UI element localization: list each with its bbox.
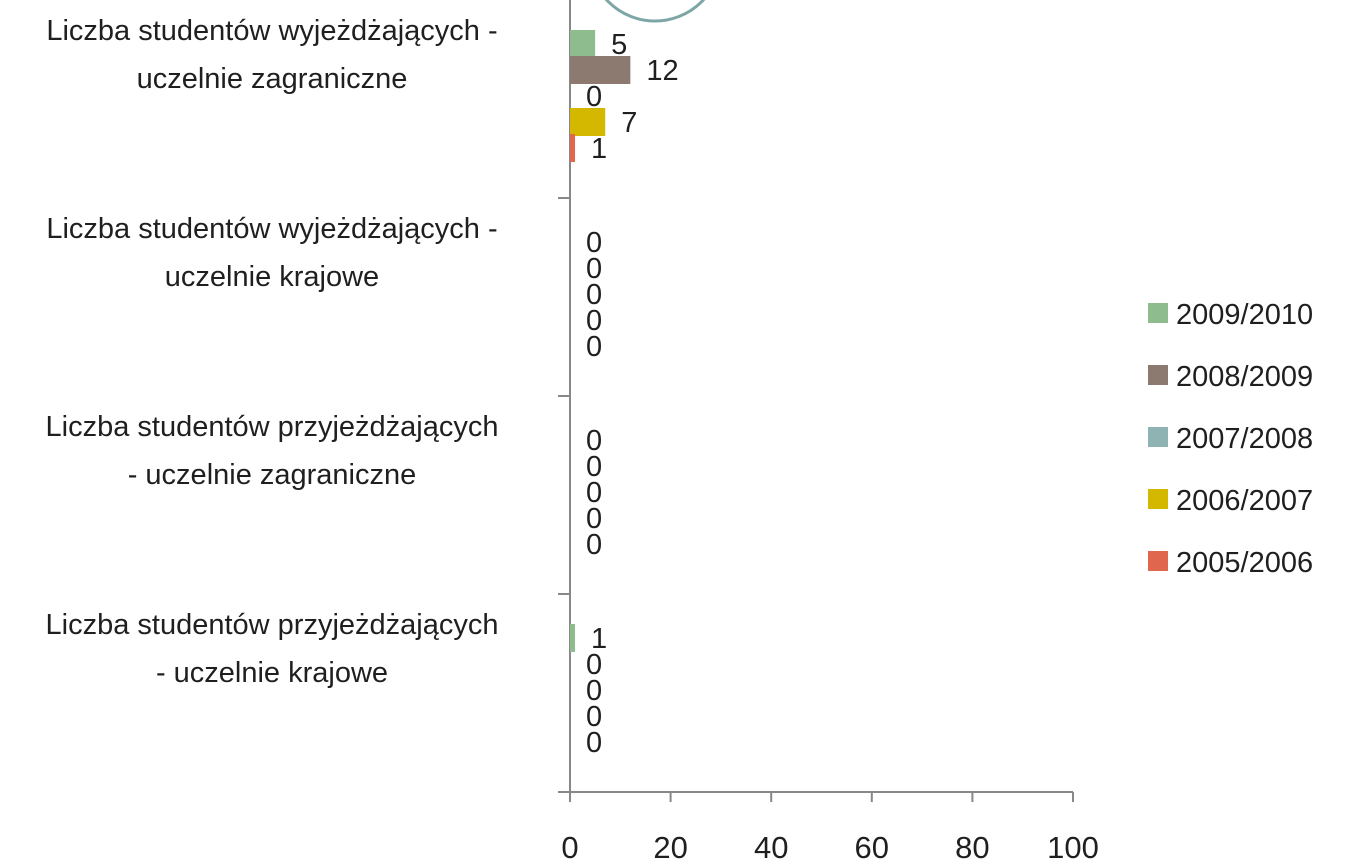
legend: 2009/2010 2008/2009 2007/2008 2006/2007 2005…	[1148, 299, 1313, 579]
data-label: 0	[586, 675, 602, 707]
decorative-circle	[604, 0, 706, 23]
data-label: 0	[586, 81, 602, 113]
bar	[570, 624, 576, 652]
bars	[570, 30, 631, 652]
category-label: uczelnie krajowe	[165, 261, 379, 293]
x-tick-labels: 0 20 40 60 80 100	[561, 830, 1098, 862]
data-label: 0	[586, 305, 602, 337]
data-label: 0	[586, 279, 602, 311]
category-label: Liczba studentów przyjeżdżających	[46, 609, 499, 641]
x-tick-label: 0	[561, 830, 578, 862]
data-label: 0	[586, 477, 602, 509]
legend-swatch	[1148, 489, 1168, 509]
bar	[570, 134, 576, 162]
legend-swatch	[1148, 427, 1168, 447]
data-label: 5	[611, 29, 627, 61]
legend-label: 2007/2008	[1176, 423, 1313, 455]
data-label: 0	[586, 649, 602, 681]
legend-label: 2006/2007	[1176, 485, 1313, 517]
data-label: 0	[586, 253, 602, 285]
legend-swatch	[1148, 551, 1168, 571]
bar	[570, 56, 631, 84]
x-tick-label: 20	[653, 830, 687, 862]
data-label: 0	[586, 701, 602, 733]
data-label: 0	[586, 425, 602, 457]
x-tick-label: 60	[855, 830, 889, 862]
category-label: - uczelnie zagraniczne	[128, 459, 417, 491]
bar	[570, 108, 606, 136]
legend-label: 2009/2010	[1176, 299, 1313, 331]
legend-label: 2005/2006	[1176, 547, 1313, 579]
data-label: 12	[646, 55, 678, 87]
category-label: uczelnie zagraniczne	[137, 63, 408, 95]
data-label: 1	[591, 133, 607, 165]
data-label: 0	[586, 503, 602, 535]
category-labels: Liczba studentów wyjeżdżających - uczelni…	[46, 15, 499, 689]
category-label: Liczba studentów przyjeżdżających	[46, 411, 499, 443]
data-label: 0	[586, 451, 602, 483]
data-label: 0	[586, 727, 602, 759]
bar	[570, 30, 596, 58]
legend-swatch	[1148, 365, 1168, 385]
data-label: 0	[586, 227, 602, 259]
x-tick-label: 100	[1047, 830, 1099, 862]
category-label: - uczelnie krajowe	[156, 657, 388, 689]
legend-label: 2008/2009	[1176, 361, 1313, 393]
data-label: 0	[586, 529, 602, 561]
category-label: Liczba studentów wyjeżdżających -	[46, 15, 497, 47]
legend-swatch	[1148, 303, 1168, 323]
category-label: Liczba studentów wyjeżdżających -	[46, 213, 497, 245]
data-label: 1	[591, 623, 607, 655]
x-tick-label: 80	[955, 830, 989, 862]
data-label: 0	[586, 331, 602, 363]
data-label: 7	[621, 107, 637, 139]
x-tick-label: 40	[754, 830, 788, 862]
